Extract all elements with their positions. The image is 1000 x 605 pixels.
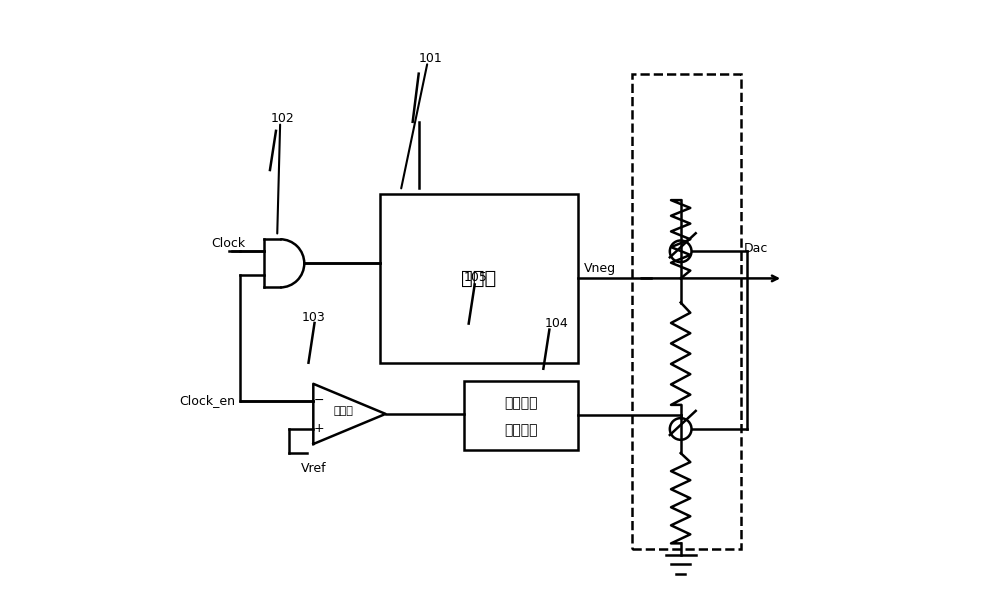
Text: 正负电压: 正负电压 (504, 396, 538, 410)
Text: 103: 103 (301, 310, 325, 324)
FancyBboxPatch shape (464, 381, 578, 450)
Text: Vref: Vref (300, 462, 326, 475)
Text: −: − (314, 394, 325, 407)
Text: +: + (314, 422, 325, 436)
Text: 101: 101 (419, 51, 442, 65)
Text: 105: 105 (464, 272, 488, 284)
Text: Dac: Dac (744, 242, 768, 255)
Text: 102: 102 (271, 112, 295, 125)
Text: Clock_en: Clock_en (179, 394, 235, 407)
Text: 比较器: 比较器 (333, 406, 353, 416)
Text: Vneg: Vneg (584, 263, 616, 275)
Text: 104: 104 (545, 316, 569, 330)
Text: 电荷泵: 电荷泵 (461, 269, 497, 288)
Bar (632, 74, 741, 549)
Text: 转换电路: 转换电路 (504, 424, 538, 437)
FancyBboxPatch shape (380, 194, 578, 363)
Text: Clock: Clock (211, 237, 245, 250)
